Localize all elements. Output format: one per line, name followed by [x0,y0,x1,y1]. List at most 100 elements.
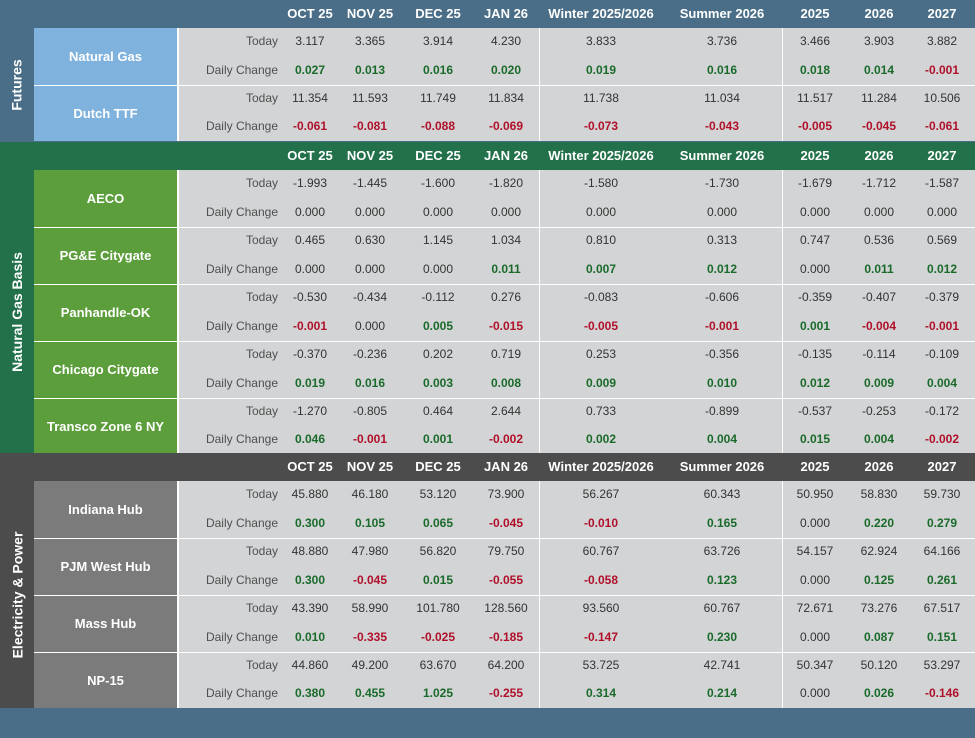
row-label-today: Today [245,34,278,49]
today-value: 0.313 [706,233,738,248]
daily-change-value: -0.002 [924,432,960,446]
today-value: 64.200 [487,658,525,672]
daily-change-value: -0.002 [488,432,524,446]
today-value: -1.600 [420,176,456,191]
daily-change-value: -0.055 [488,572,524,587]
daily-change-value: 0.000 [799,686,831,700]
column-header-cell: Summer 2026 [679,148,765,163]
today-value: -0.407 [861,290,897,305]
daily-change-value: 0.000 [294,261,326,276]
today-value: 56.267 [582,487,620,502]
row-divider [34,85,975,86]
today-value: 53.120 [419,487,457,502]
today-value: 11.284 [861,91,897,105]
daily-change-value: -0.185 [488,629,524,644]
daily-change-value: 0.011 [864,261,894,276]
daily-change-value: 0.046 [294,432,326,446]
column-divider [539,481,540,538]
today-value: 0.202 [422,347,454,362]
daily-change-value: 0.015 [422,572,454,587]
today-value: -0.899 [704,404,740,418]
today-value: 128.560 [484,601,528,616]
today-value: 73.276 [860,601,898,616]
row-divider [34,227,975,228]
instrument-name: Indiana Hub [34,481,178,538]
daily-change-value: 0.000 [799,204,831,219]
table-row: Transco Zone 6 NY Today -1.270 -0.805 0.464 2… [34,398,975,454]
column-divider [178,85,179,141]
column-divider [178,398,179,454]
daily-change-value: 0.000 [294,204,326,219]
table-row: NP-15 Today 44.860 49.200 63.670 64.200 53.725… [34,652,975,708]
column-divider [178,170,179,227]
column-header-cell: NOV 25 [346,459,394,474]
daily-change-value: 0.026 [863,686,895,700]
today-value: 50.347 [796,658,834,672]
today-value: 1.034 [490,233,522,248]
daily-change-value: 0.015 [799,432,831,446]
daily-change-value: 0.008 [490,375,522,390]
today-value: 54.157 [796,544,834,559]
today-value: 0.810 [585,233,617,248]
daily-change-value: 0.123 [706,572,738,587]
column-divider [539,227,540,284]
row-divider [34,538,975,539]
daily-change-value: 0.000 [799,261,831,276]
today-value: 3.882 [926,34,958,49]
today-value: 48.880 [291,544,329,559]
column-header-cell: JAN 26 [483,148,529,163]
daily-change-value: -0.004 [861,318,897,333]
column-header-cell: DEC 25 [415,459,461,474]
column-header-cell: 2025 [800,148,830,163]
row-divider [34,341,975,342]
today-value: -1.712 [861,176,897,191]
daily-change-value: -0.015 [488,318,524,333]
today-value: 3.466 [799,34,831,49]
row-label-change: Daily Change [205,318,278,333]
column-header-power: OCT 25 NOV 25 DEC 25 JAN 26 Winter 2025/2026… [0,453,975,481]
today-value: 58.830 [860,487,898,502]
today-value: 0.253 [585,347,617,362]
today-value: 11.738 [583,91,619,105]
column-header-cell: NOV 25 [346,148,394,163]
row-label-today: Today [245,487,278,502]
table-row: Dutch TTF Today 11.354 11.593 11.749 11.834 11… [34,85,975,141]
column-divider [539,652,540,708]
column-divider [178,341,179,398]
column-header-cell: 2026 [864,148,894,163]
section-title-text: Natural Gas Basis [9,252,25,372]
today-value: 0.276 [490,290,522,305]
today-value: 46.180 [351,487,389,502]
daily-change-value: 0.027 [294,62,326,77]
daily-change-value: -0.088 [420,119,456,133]
daily-change-value: -0.073 [583,119,619,133]
column-divider [782,481,783,538]
daily-change-value: 0.000 [354,204,386,219]
daily-change-value: 0.007 [585,261,617,276]
today-value: 58.990 [351,601,389,616]
today-value: -0.083 [583,290,619,305]
daily-change-value: 0.014 [863,62,895,77]
daily-change-value: -0.058 [583,572,619,587]
today-value: -0.370 [292,347,328,362]
today-value: -0.434 [352,290,388,305]
today-value: 11.834 [488,91,524,105]
table-row: Indiana Hub Today 45.880 46.180 53.120 73.900… [34,481,975,538]
daily-change-value: 0.300 [294,572,326,587]
today-value: 0.630 [354,233,386,248]
daily-change-value: 0.010 [706,375,738,390]
today-value: -0.135 [797,347,833,362]
column-header-cell: NOV 25 [346,6,394,21]
today-value: 63.670 [419,658,457,672]
column-divider [178,595,179,652]
today-value: -0.356 [704,347,740,362]
daily-change-value: 0.000 [585,204,617,219]
instrument-name: Mass Hub [34,595,178,652]
row-label-today: Today [245,176,278,191]
daily-change-value: 0.004 [706,432,738,446]
section-title-futures: Futures [0,28,34,141]
daily-change-value: 0.000 [422,261,454,276]
row-divider [34,398,975,399]
daily-change-value: 0.018 [799,62,831,77]
